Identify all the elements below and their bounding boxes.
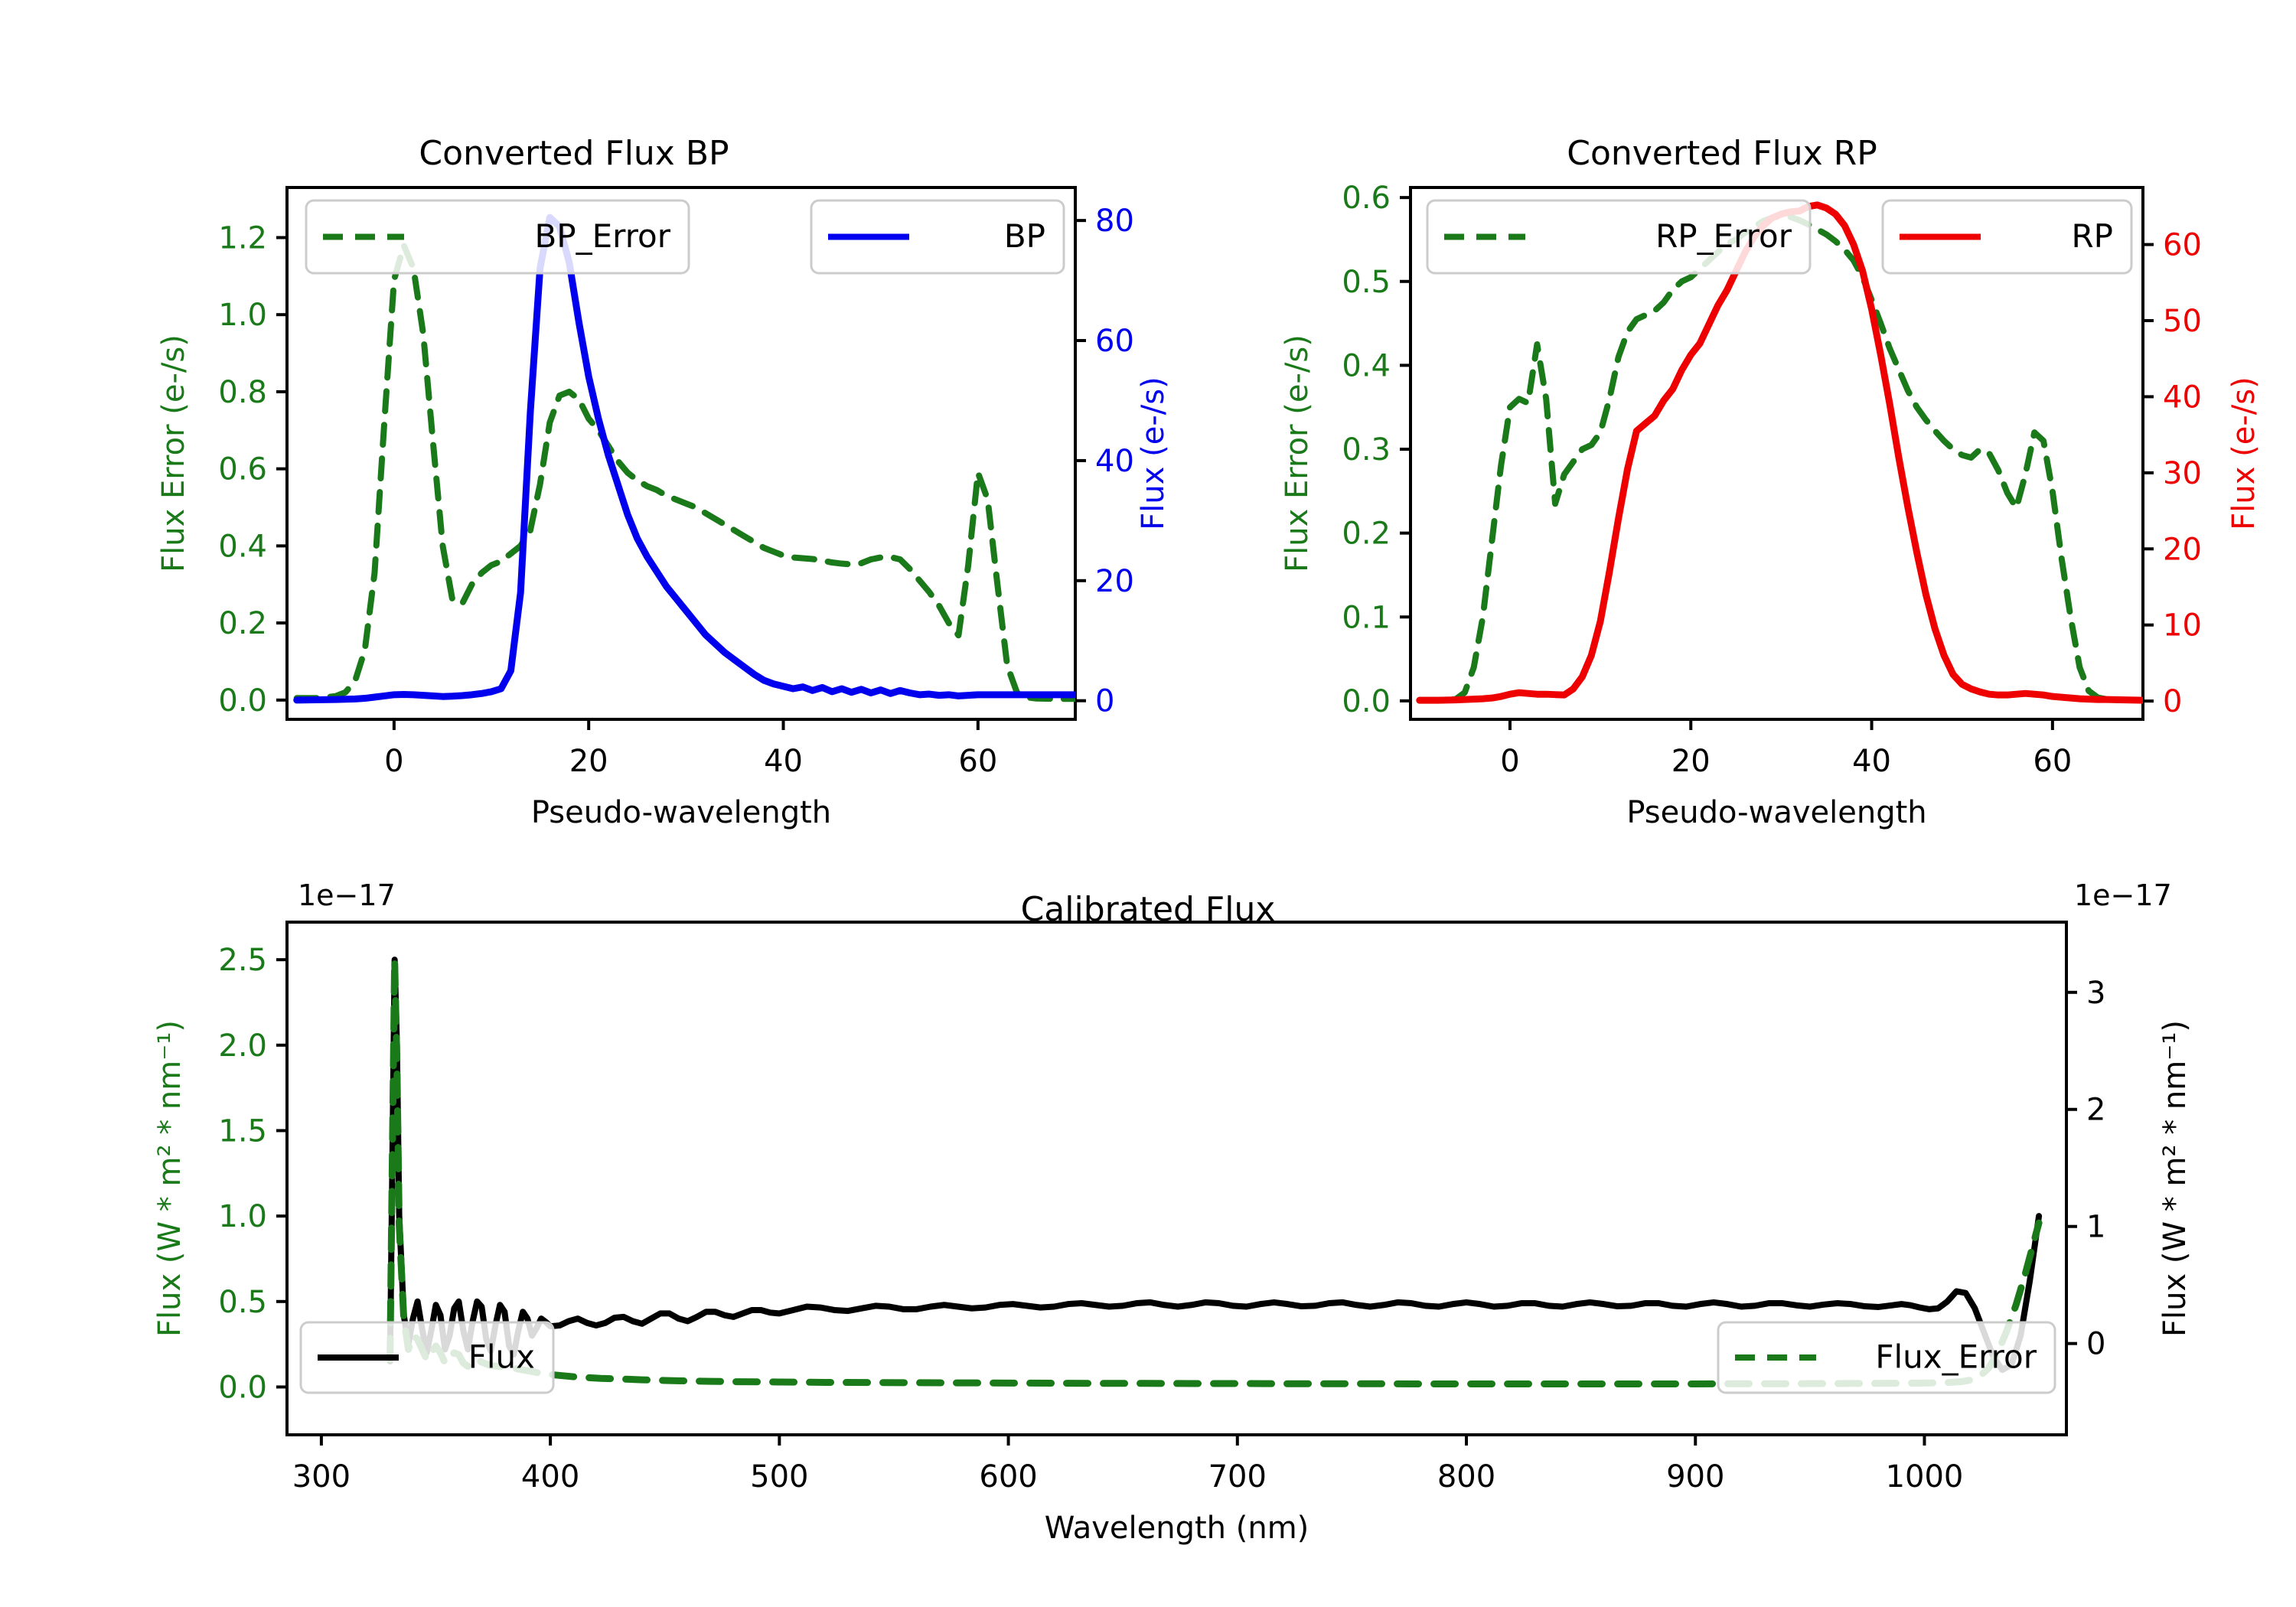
y-left-tick-label: 0.4 <box>218 529 267 564</box>
y-right-tick-label: 1 <box>2086 1210 2105 1245</box>
y-right-axis-label: Flux (e-/s) <box>2226 376 2262 530</box>
x-tick-label: 60 <box>958 744 997 779</box>
series-rp-error <box>1416 213 2143 703</box>
series-group <box>293 214 1075 704</box>
series-group <box>386 956 2043 1387</box>
y-right-tick-label: 30 <box>2163 456 2202 491</box>
y-right-tick-label: 60 <box>2163 228 2202 263</box>
y-left-tick-label: 1.5 <box>218 1113 267 1149</box>
y-left-tick-label: 0.8 <box>218 375 267 410</box>
y-right-axis-label: Flux (W * m² * nm⁻¹) <box>2157 1020 2193 1337</box>
x-tick-label: 1000 <box>1886 1459 1964 1495</box>
y-right-tick-label: 3 <box>2086 976 2105 1011</box>
legend-label-flux: Flux <box>468 1338 535 1376</box>
legend-label-flux-error: Flux_Error <box>1875 1338 2037 1376</box>
y-left-tick-label: 0.0 <box>1342 684 1391 719</box>
plot-frame <box>1409 186 2144 721</box>
x-tick-label: 0 <box>1500 744 1519 779</box>
y-left-tick-label: 1.0 <box>218 298 267 333</box>
x-tick-label: 400 <box>521 1459 579 1495</box>
y-left-tick-label: 0.6 <box>218 452 267 487</box>
x-tick-label: 900 <box>1666 1459 1724 1495</box>
x-tick-label: 800 <box>1437 1459 1495 1495</box>
y-left-offset-label: 1e−17 <box>298 878 396 912</box>
rp-chart-svg: Converted Flux RP 0 20 40 60 Pseudo-waveleng… <box>1280 134 2262 830</box>
y-right-tick-label: 0 <box>1095 684 1114 719</box>
y-left-axis-label: Flux (W * m² * nm⁻¹) <box>152 1020 188 1337</box>
y-right-tick-label: 2 <box>2086 1093 2105 1128</box>
y-right-tick-label: 20 <box>1095 564 1134 599</box>
x-axis-label: Pseudo-wavelength <box>1626 795 1926 830</box>
panel-calibrated-flux: Calibrated Flux 300 400 500 600 700 800 900 100… <box>0 826 2296 1607</box>
y-left-tick-label: 1.2 <box>218 220 267 256</box>
series-flux <box>386 957 2043 1374</box>
y-right-offset-label: 1e−17 <box>2074 878 2172 912</box>
y-left-tick-label: 0.1 <box>1342 600 1391 635</box>
legend-label-bp: BP <box>1004 217 1045 255</box>
series-group <box>1416 201 2143 704</box>
legend-label-rp-error: RP_Error <box>1655 217 1792 255</box>
rp-plot-area: 0 20 40 60 Pseudo-wavelength 0.0 0.1 0.2 0.3 0.4 0… <box>1280 181 2262 830</box>
y-right-axis-label: Flux (e-/s) <box>1136 376 1171 530</box>
x-tick-label: 20 <box>1671 744 1711 779</box>
y-left-tick-label: 0.3 <box>1342 432 1391 468</box>
series-bp-error <box>293 242 1075 702</box>
rp-chart-title: Converted Flux RP <box>1567 134 1877 173</box>
y-right-tick-label: 40 <box>2163 380 2202 415</box>
y-right-tick-label: 60 <box>1095 324 1134 359</box>
y-left-tick-label: 2.5 <box>218 943 267 978</box>
panel-converted-flux-rp: Converted Flux RP 0 20 40 60 Pseudo-waveleng… <box>1148 0 2296 830</box>
x-tick-label: 700 <box>1208 1459 1267 1495</box>
x-tick-label: 20 <box>569 744 608 779</box>
legend-box-bp <box>810 199 1065 275</box>
y-right-tick-label: 40 <box>1095 444 1134 479</box>
legend-label-bp-error: BP_Error <box>534 217 670 255</box>
plot-frame <box>285 186 1077 721</box>
panel-converted-flux-bp: Converted Flux BP 0 20 40 60 Pseudo-waveleng… <box>0 0 1171 830</box>
y-left-tick-label: 0.4 <box>1342 348 1391 383</box>
x-tick-label: 300 <box>292 1459 351 1495</box>
legend-box-flux-error <box>1717 1321 2056 1394</box>
calibrated-plot-area: 300 400 500 600 700 800 900 1000 Wavelength (nm)… <box>152 878 2193 1546</box>
x-axis-label: Wavelength (nm) <box>1045 1511 1309 1546</box>
y-right-tick-label: 0 <box>2163 684 2182 719</box>
y-right-tick-label: 20 <box>2163 532 2202 567</box>
legend-box-rp <box>1881 199 2133 275</box>
x-tick-label: 0 <box>384 744 403 779</box>
x-tick-label: 500 <box>750 1459 808 1495</box>
legend-box-rp-error <box>1426 199 1812 275</box>
y-left-tick-label: 0.0 <box>218 1370 267 1405</box>
legend-box-bp-error <box>305 199 690 275</box>
y-left-tick-label: 2.0 <box>218 1028 267 1064</box>
x-tick-label: 40 <box>1852 744 1891 779</box>
series-rp <box>1416 201 2143 704</box>
bp-chart-svg: Converted Flux BP 0 20 40 60 Pseudo-waveleng… <box>156 134 1171 830</box>
y-right-tick-label: 10 <box>2163 608 2202 644</box>
legend-box-flux <box>299 1321 555 1394</box>
plot-frame <box>285 921 2068 1436</box>
x-tick-label: 60 <box>2033 744 2072 779</box>
y-right-tick-label: 80 <box>1095 204 1134 239</box>
y-left-tick-label: 0.5 <box>218 1285 267 1320</box>
y-left-tick-label: 0.2 <box>218 606 267 641</box>
y-left-axis-label: Flux Error (e-/s) <box>156 334 191 572</box>
x-axis-label: Pseudo-wavelength <box>531 795 831 830</box>
y-left-axis-label: Flux Error (e-/s) <box>1280 334 1315 572</box>
y-right-tick-label: 50 <box>2163 304 2202 339</box>
y-left-tick-label: 0.2 <box>1342 517 1391 552</box>
bp-plot-area: 0 20 40 60 Pseudo-wavelength 0.0 0.2 0.4 0.6 0.8 1… <box>156 186 1171 830</box>
legend-label-rp: RP <box>2071 217 2113 255</box>
y-left-tick-label: 0.0 <box>218 683 267 719</box>
x-tick-label: 600 <box>979 1459 1037 1495</box>
y-left-tick-label: 1.0 <box>218 1199 267 1234</box>
y-left-tick-label: 0.5 <box>1342 265 1391 300</box>
x-tick-label: 40 <box>764 744 803 779</box>
calibrated-chart-svg: Calibrated Flux 300 400 500 600 700 800 900 100… <box>152 878 2193 1546</box>
y-left-tick-label: 0.6 <box>1342 181 1391 216</box>
series-bp <box>293 214 1075 704</box>
bp-chart-title: Converted Flux BP <box>419 134 729 173</box>
y-right-tick-label: 0 <box>2086 1327 2105 1362</box>
